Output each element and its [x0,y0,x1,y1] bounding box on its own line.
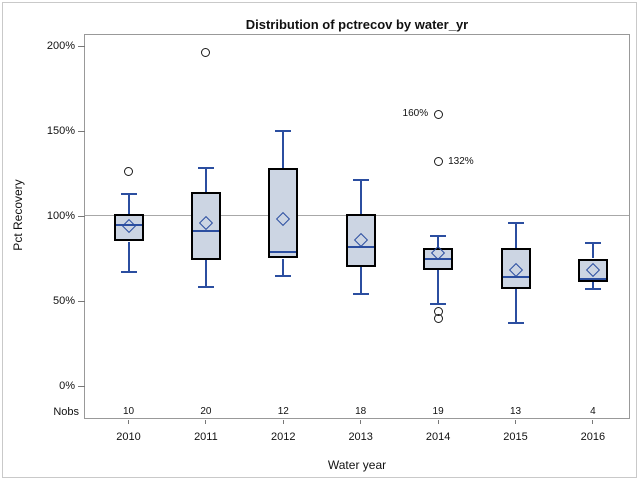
upper-whisker-stem [127,193,130,215]
y-axis-tick [78,131,85,132]
lower-whisker-stem [437,270,440,305]
y-axis-tick-label: 50% [52,295,75,307]
nobs-row-header: Nobs [53,406,79,418]
outlier-marker [433,313,443,323]
x-axis-title: Water year [327,458,387,472]
x-axis-tick-label: 2014 [425,431,451,443]
lower-whisker-cap [584,288,601,291]
median-line [347,245,374,248]
x-axis-tick [360,420,362,424]
x-axis-tick-label: 2016 [580,431,606,443]
x-axis-tick-label: 2013 [348,431,373,443]
iqr-box [577,258,608,283]
upper-whisker-cap [507,221,524,224]
nobs-value: 19 [432,406,444,417]
iqr-box [500,248,531,290]
upper-whisker-stem [591,243,594,259]
lower-whisker-cap [352,293,369,296]
lower-whisker-cap [120,271,137,274]
nobs-value: 12 [277,406,289,417]
x-axis-tick-label: 2011 [194,431,218,443]
upper-whisker-cap [275,130,292,132]
median-line [425,257,452,260]
upper-whisker-stem [359,180,362,215]
chart-title: Distribution of pctrecov by water_yr [245,17,469,32]
x-axis-tick-label: 2015 [503,431,528,443]
nobs-value: 18 [355,406,367,417]
iqr-box [345,214,376,267]
upper-whisker-stem [437,236,440,249]
x-axis-tick-label: 2010 [116,431,141,443]
y-axis-tick-label: 100% [46,210,75,222]
iqr-box [113,214,144,242]
outlier-marker [124,167,133,177]
iqr-box [190,192,221,261]
x-axis-tick [128,420,129,424]
upper-whisker-cap [430,235,447,238]
outlier-marker [433,109,443,119]
median-line [579,277,606,280]
y-axis-tick-label: 150% [46,125,75,137]
iqr-box [268,168,299,259]
lower-whisker-stem [359,267,362,295]
median-line [192,230,219,233]
x-axis-tick [205,420,207,424]
upper-whisker-stem [282,131,285,169]
upper-whisker-stem [204,168,207,193]
median-line [115,223,142,226]
nobs-value: 4 [590,406,596,417]
median-line [270,250,297,253]
median-line [502,276,529,279]
x-axis-tick-label: 2012 [271,431,296,443]
nobs-value: 20 [200,406,212,417]
lower-whisker-stem [514,289,517,324]
upper-whisker-cap [120,192,137,195]
outlier-marker [201,48,211,58]
lower-whisker-cap [275,274,292,277]
upper-whisker-cap [197,167,214,170]
lower-whisker-stem [282,258,285,276]
lower-whisker-stem [127,241,130,273]
x-axis-tick [592,420,594,424]
x-axis-tick [515,420,516,424]
plot-area [84,34,630,419]
y-axis-tick [78,216,85,217]
lower-whisker-cap [507,322,524,325]
nobs-value: 10 [122,406,135,417]
y-axis-title: Pct Recovery [11,179,25,251]
outlier-label: 132% [448,155,474,167]
outlier-label: 160% [402,108,429,119]
upper-whisker-cap [584,242,601,245]
lower-whisker-cap [197,286,214,289]
x-axis-tick [437,420,439,424]
y-axis-tick [78,46,85,47]
lower-whisker-stem [204,260,207,288]
y-axis-tick-label: 200% [46,40,75,52]
y-axis-tick [78,386,85,387]
outlier-marker [433,157,443,167]
lower-whisker-stem [591,282,594,290]
y-axis-tick-label: 0% [59,380,75,392]
x-axis-tick [282,420,284,424]
upper-whisker-cap [352,179,369,182]
y-axis-tick [78,301,85,302]
lower-whisker-cap [430,303,447,306]
upper-whisker-stem [514,222,517,249]
nobs-value: 13 [509,406,522,417]
